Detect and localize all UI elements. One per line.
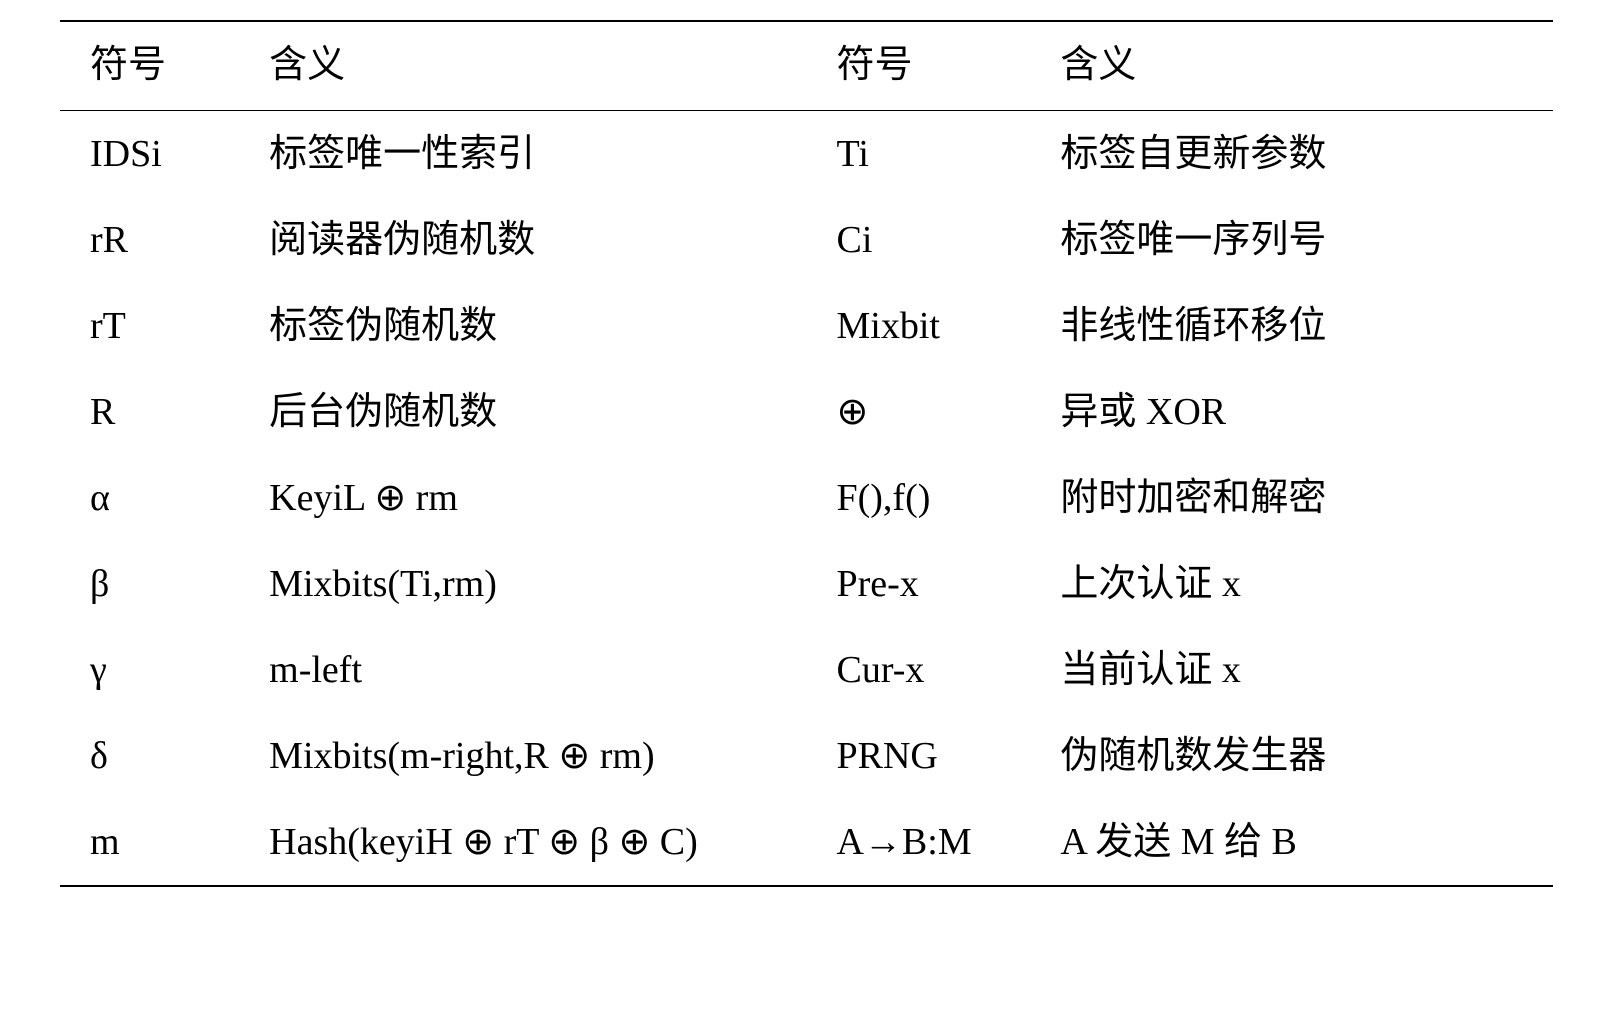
table-row: α KeyiL ⊕ rm F(),f() 附时加密和解密	[60, 455, 1553, 541]
col-header-meaning-2: 含义	[1030, 21, 1553, 111]
cell-sym2: PRNG	[806, 713, 1030, 799]
cell-mean1: 阅读器伪随机数	[239, 197, 806, 283]
cell-sym1: β	[60, 541, 239, 627]
cell-sym1: δ	[60, 713, 239, 799]
table-row: γ m-left Cur-x 当前认证 x	[60, 627, 1553, 713]
cell-mean2: 伪随机数发生器	[1030, 713, 1553, 799]
cell-sym1: γ	[60, 627, 239, 713]
table-row: β Mixbits(Ti,rm) Pre-x 上次认证 x	[60, 541, 1553, 627]
col-header-symbol-2: 符号	[806, 21, 1030, 111]
table-body: IDSi 标签唯一性索引 Ti 标签自更新参数 rR 阅读器伪随机数 Ci 标签…	[60, 111, 1553, 887]
cell-sym2: Mixbit	[806, 283, 1030, 369]
col-header-meaning-1: 含义	[239, 21, 806, 111]
cell-mean1: Mixbits(m-right,R ⊕ rm)	[239, 713, 806, 799]
table-row: rT 标签伪随机数 Mixbit 非线性循环移位	[60, 283, 1553, 369]
cell-mean1: Mixbits(Ti,rm)	[239, 541, 806, 627]
cell-mean1: KeyiL ⊕ rm	[239, 455, 806, 541]
cell-sym2: Cur-x	[806, 627, 1030, 713]
cell-mean1: 标签伪随机数	[239, 283, 806, 369]
cell-mean2: 标签唯一序列号	[1030, 197, 1553, 283]
cell-mean2: 上次认证 x	[1030, 541, 1553, 627]
cell-mean1: 后台伪随机数	[239, 369, 806, 455]
cell-mean2: 异或 XOR	[1030, 369, 1553, 455]
table-row: R 后台伪随机数 ⊕ 异或 XOR	[60, 369, 1553, 455]
cell-sym2: Pre-x	[806, 541, 1030, 627]
cell-sym1: α	[60, 455, 239, 541]
cell-mean2: 当前认证 x	[1030, 627, 1553, 713]
cell-sym1: m	[60, 799, 239, 886]
cell-sym1: rT	[60, 283, 239, 369]
table-row: IDSi 标签唯一性索引 Ti 标签自更新参数	[60, 111, 1553, 198]
cell-mean1: 标签唯一性索引	[239, 111, 806, 198]
cell-sym2: Ti	[806, 111, 1030, 198]
cell-sym1: rR	[60, 197, 239, 283]
cell-mean2: A 发送 M 给 B	[1030, 799, 1553, 886]
cell-sym2: ⊕	[806, 369, 1030, 455]
col-header-symbol-1: 符号	[60, 21, 239, 111]
table-row: m Hash(keyiH ⊕ rT ⊕ β ⊕ C) A→B:M A 发送 M …	[60, 799, 1553, 886]
table-row: rR 阅读器伪随机数 Ci 标签唯一序列号	[60, 197, 1553, 283]
cell-mean1: m-left	[239, 627, 806, 713]
cell-sym1: R	[60, 369, 239, 455]
symbol-table: 符号 含义 符号 含义 IDSi 标签唯一性索引 Ti 标签自更新参数 rR 阅…	[60, 20, 1553, 887]
cell-sym1: IDSi	[60, 111, 239, 198]
cell-mean1: Hash(keyiH ⊕ rT ⊕ β ⊕ C)	[239, 799, 806, 886]
page: 符号 含义 符号 含义 IDSi 标签唯一性索引 Ti 标签自更新参数 rR 阅…	[0, 0, 1613, 1012]
cell-sym2: Ci	[806, 197, 1030, 283]
cell-sym2: A→B:M	[806, 799, 1030, 886]
cell-mean2: 非线性循环移位	[1030, 283, 1553, 369]
cell-mean2: 附时加密和解密	[1030, 455, 1553, 541]
table-row: δ Mixbits(m-right,R ⊕ rm) PRNG 伪随机数发生器	[60, 713, 1553, 799]
cell-mean2: 标签自更新参数	[1030, 111, 1553, 198]
cell-sym2: F(),f()	[806, 455, 1030, 541]
table-header-row: 符号 含义 符号 含义	[60, 21, 1553, 111]
